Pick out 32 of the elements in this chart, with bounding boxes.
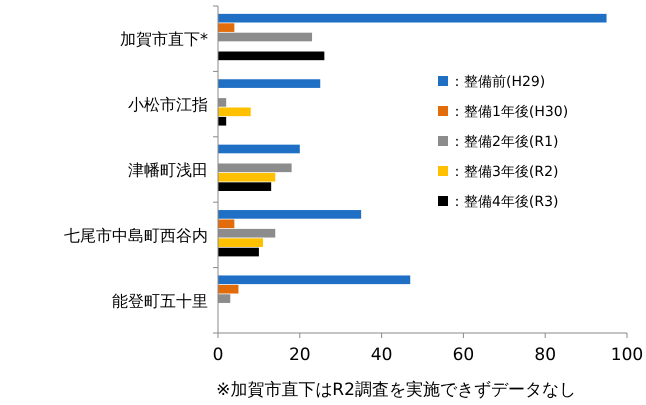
- bar: [218, 238, 263, 247]
- x-tick-label: 0: [212, 345, 224, 365]
- bar: [218, 108, 251, 116]
- bar: [218, 52, 324, 60]
- x-tick-label: 100: [610, 345, 644, 365]
- legend-label: ：整備前(H29): [450, 74, 546, 90]
- bar: [218, 248, 259, 256]
- legend-label: ：整備4年後(R3): [450, 194, 558, 210]
- bar: [218, 284, 238, 294]
- bar: [218, 144, 300, 154]
- bar: [218, 219, 234, 228]
- x-tick-label: 80: [534, 345, 556, 365]
- bar: [218, 14, 607, 23]
- bar: [218, 172, 276, 182]
- category: 小松市江指: [128, 95, 208, 114]
- x-tick-label: 20: [288, 345, 311, 365]
- category: 津幡町浅田: [128, 160, 208, 180]
- text: ※加賀市直下はR2調査を実施できずデータなし: [216, 380, 576, 400]
- category: 加賀市直下*: [120, 30, 208, 49]
- bar: [218, 275, 410, 284]
- x-tick-label: 40: [370, 345, 392, 365]
- category: 七尾市中島町西谷内: [64, 226, 208, 245]
- bar: [218, 79, 320, 88]
- bar: [218, 23, 234, 32]
- category: 能登町五十里: [112, 291, 208, 310]
- legend-label: ：整備1年後(H30): [450, 104, 568, 120]
- bar: [218, 210, 362, 219]
- bar: [218, 116, 226, 126]
- legend-label: ：整備2年後(R1): [450, 134, 558, 150]
- x-tick-label: 60: [452, 345, 474, 365]
- bar: [218, 182, 272, 191]
- legend-label: ：整備3年後(R2): [450, 164, 558, 180]
